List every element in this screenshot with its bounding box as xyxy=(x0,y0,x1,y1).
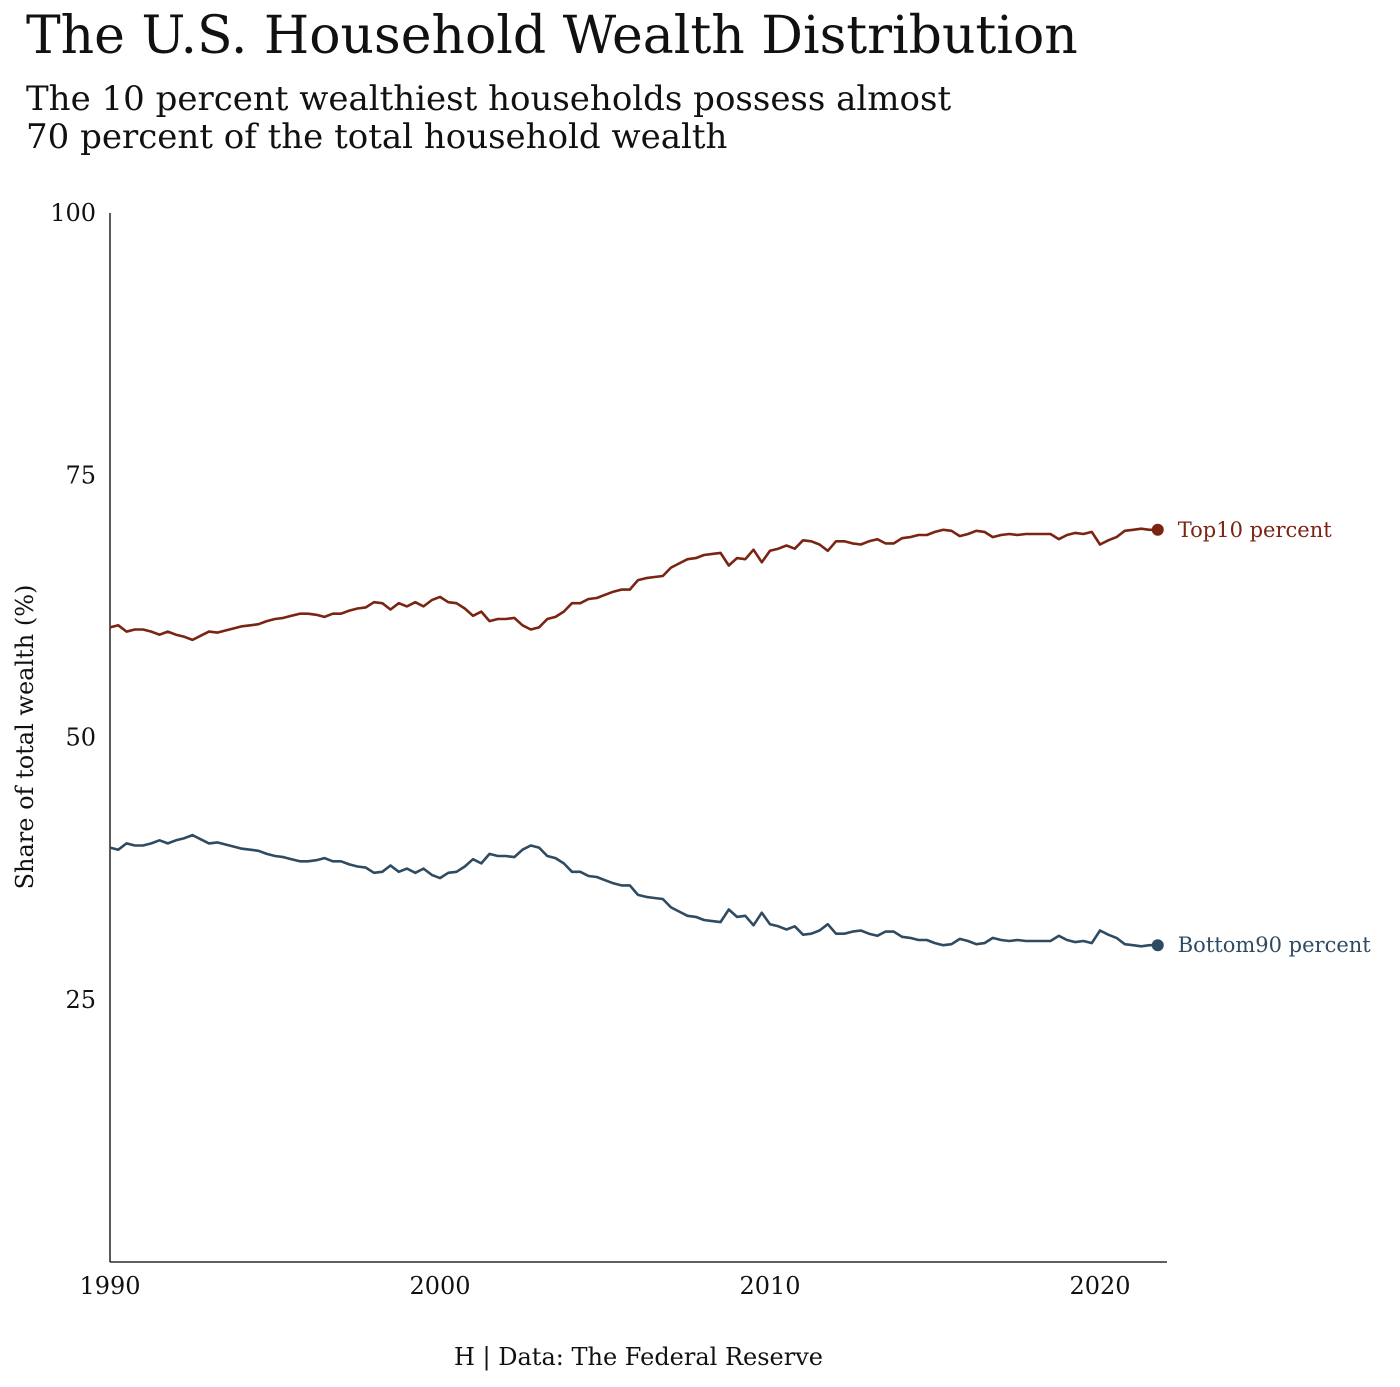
series-end-point xyxy=(1151,939,1164,952)
subtitle-line-2: 70 percent of the total household wealth xyxy=(26,117,728,157)
chart-title: The U.S. Household Wealth Distribution xyxy=(26,6,1078,66)
subtitle-line-1: The 10 percent wealthiest households pos… xyxy=(26,79,952,119)
axes-layer: 25 50 75 100 1990 2000 2010 2020 xyxy=(50,199,1167,1300)
series-line xyxy=(109,833,1158,948)
series-layer: Top10 percent Bottom90 percent xyxy=(109,518,1372,957)
y-tick-label: 50 xyxy=(65,724,96,752)
series-label: Bottom90 percent xyxy=(1178,933,1372,957)
series-line xyxy=(109,527,1158,642)
x-tick-label: 2000 xyxy=(409,1272,470,1300)
y-tick-label: 100 xyxy=(50,199,96,227)
x-tick-label: 2020 xyxy=(1069,1272,1130,1300)
x-tick-label: 2010 xyxy=(739,1272,800,1300)
y-tick-label: 25 xyxy=(65,986,96,1014)
chart-subtitle: The 10 percent wealthiest households pos… xyxy=(26,80,1126,156)
series-end-point xyxy=(1151,523,1164,536)
y-tick-label: 75 xyxy=(65,461,96,489)
series-label: Top10 percent xyxy=(1178,518,1332,542)
source-caption: H | Data: The Federal Reserve xyxy=(453,1343,823,1371)
x-tick-label: 1990 xyxy=(79,1272,140,1300)
y-axis-label: Share of total wealth (%) xyxy=(11,585,39,890)
